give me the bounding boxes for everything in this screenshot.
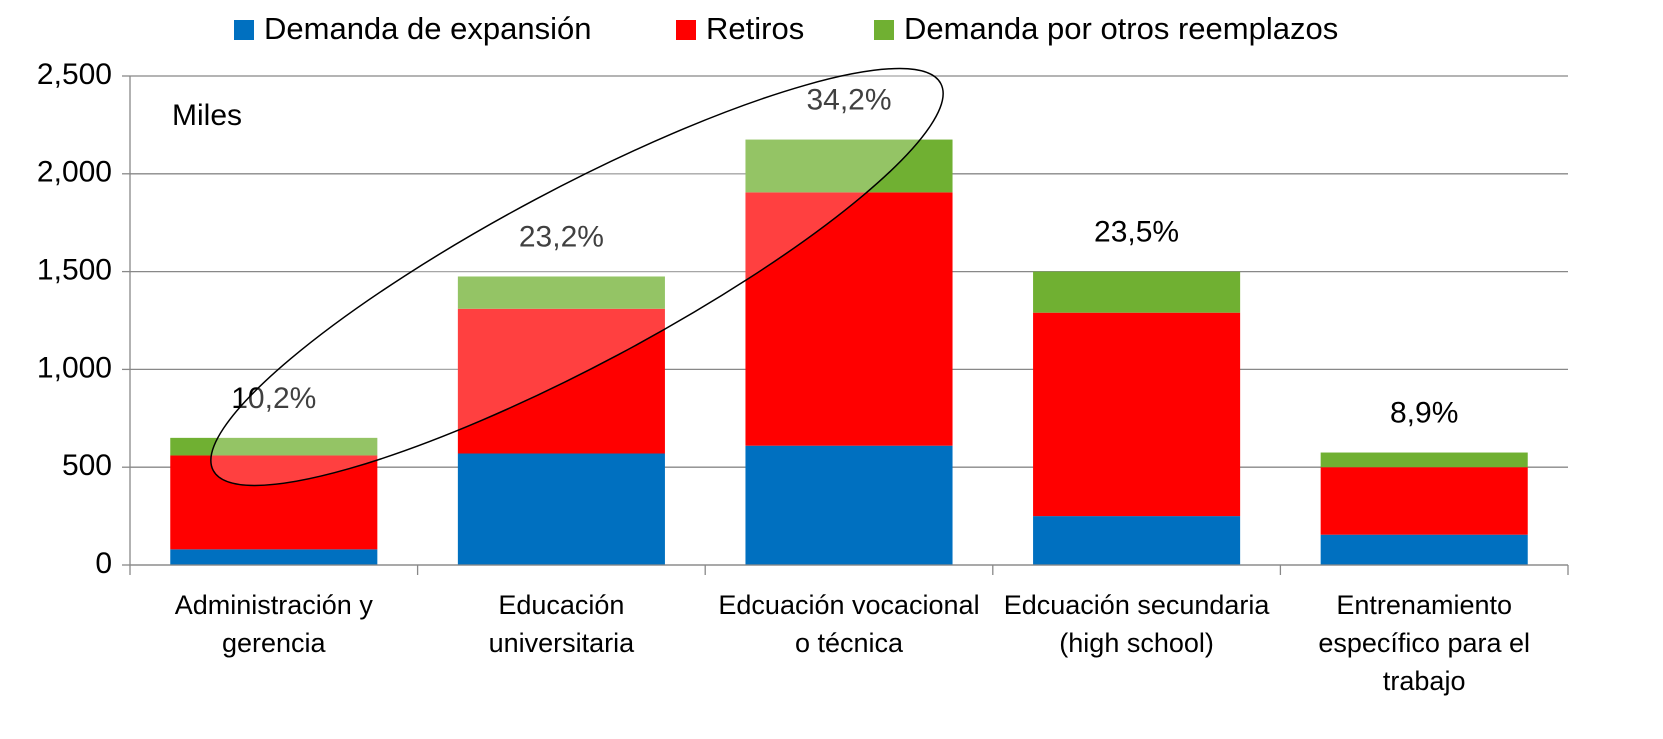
bar-segment bbox=[1320, 452, 1528, 468]
bar-segment bbox=[170, 549, 378, 565]
bar-segment bbox=[1033, 312, 1241, 517]
x-tick-label: trabajo bbox=[1383, 666, 1466, 696]
legend-label: Demanda de expansión bbox=[264, 11, 591, 46]
bar-label: 8,9% bbox=[1390, 396, 1458, 429]
x-tick-label: Edcuación vocacional bbox=[718, 590, 979, 620]
legend-label: Demanda por otros reemplazos bbox=[904, 11, 1338, 46]
legend-label: Retiros bbox=[706, 11, 804, 46]
bar-segment bbox=[745, 139, 953, 193]
x-tick-label: Educación bbox=[498, 590, 624, 620]
y-tick-label: 1,500 bbox=[37, 254, 112, 287]
highlight-ellipse bbox=[210, 67, 944, 487]
x-tick-label: gerencia bbox=[222, 628, 327, 658]
bar-segment bbox=[1320, 467, 1528, 535]
legend-swatch bbox=[874, 20, 894, 40]
x-tick-label: Entrenamiento bbox=[1336, 590, 1512, 620]
legend-swatch bbox=[676, 20, 696, 40]
bar-label: 10,2% bbox=[231, 382, 316, 415]
bar-segment bbox=[745, 445, 953, 565]
y-tick-label: 0 bbox=[95, 547, 112, 580]
x-tick-label: o técnica bbox=[795, 628, 904, 658]
bar-label: 23,5% bbox=[1094, 216, 1179, 249]
bar-segment bbox=[1033, 271, 1241, 313]
y-tick-label: 1,000 bbox=[37, 351, 112, 384]
y-tick-label: 2,500 bbox=[37, 58, 112, 91]
annotation: Miles bbox=[172, 99, 242, 132]
x-tick-label: Edcuación secundaria bbox=[1004, 590, 1271, 620]
bar-segment bbox=[457, 308, 665, 454]
bar-segment bbox=[1033, 516, 1241, 565]
bar-segment bbox=[457, 276, 665, 309]
legend-swatch bbox=[234, 20, 254, 40]
y-tick-label: 500 bbox=[62, 449, 112, 482]
bar-segment bbox=[170, 437, 378, 456]
bar-label: 34,2% bbox=[806, 83, 891, 116]
x-tick-label: específico para el bbox=[1318, 628, 1530, 658]
bar-segment bbox=[1320, 534, 1528, 565]
bar-label: 23,2% bbox=[519, 220, 604, 253]
x-tick-label: Administración y bbox=[175, 590, 374, 620]
bar-segment bbox=[745, 192, 953, 446]
bar-segment bbox=[457, 453, 665, 565]
y-tick-label: 2,000 bbox=[37, 156, 112, 189]
x-tick-label: universitaria bbox=[489, 628, 636, 658]
x-tick-label: (high school) bbox=[1059, 628, 1214, 658]
